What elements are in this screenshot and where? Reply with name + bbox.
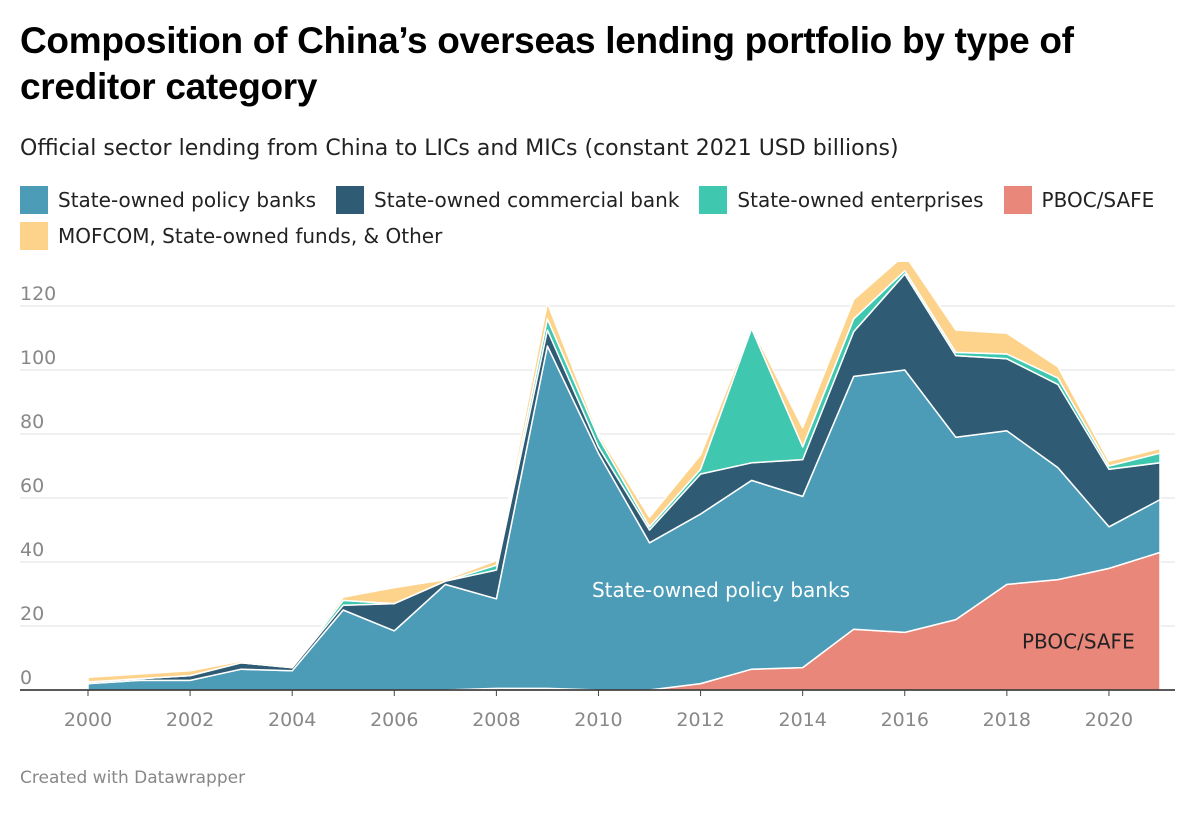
- stacked-area-chart: 0 20 40 60 80 100 120 2000 2002 2004 2006 2008 2010 2…: [20, 262, 1175, 731]
- y-tick-label: 40: [20, 539, 44, 561]
- legend-item-state-owned-enterprises: State-owned enterprises: [699, 186, 984, 214]
- legend-item-pboc-safe: PBOC/SAFE: [1003, 186, 1155, 214]
- annotation-pboc-safe: PBOC/SAFE: [1022, 629, 1135, 653]
- annotations: State-owned policy banks PBOC/SAFE: [592, 578, 1135, 653]
- area-mofcom-state-owned-funds-other: [87, 262, 1161, 683]
- legend-label: State-owned policy banks: [58, 188, 317, 212]
- area-series: [87, 262, 1161, 691]
- x-tick-label: 2008: [472, 709, 520, 731]
- y-tick-label: 100: [20, 347, 56, 369]
- legend-swatch: [1003, 186, 1032, 214]
- y-tick-label: 20: [20, 603, 44, 625]
- axes: 0 20 40 60 80 100 120 2000 2002 2004 2006 2008 2010 2…: [20, 283, 1175, 731]
- x-tick-label: 2004: [268, 709, 316, 731]
- x-tick-label: 2018: [983, 709, 1031, 731]
- x-tick-label: 2006: [370, 709, 418, 731]
- footer-credit: Created with Datawrapper: [20, 768, 246, 788]
- legend-item-state-owned-policy-banks: State-owned policy banks: [20, 186, 316, 214]
- x-tick-label: 2002: [166, 709, 214, 731]
- legend-swatch: [336, 186, 365, 214]
- legend-label: PBOC/SAFE: [1041, 188, 1155, 212]
- legend-swatch: [20, 186, 48, 214]
- x-tick-label: 2000: [64, 709, 112, 731]
- x-tick-label: 2014: [778, 709, 826, 731]
- legend: State-owned policy banks State-owned comm…: [20, 186, 1190, 250]
- y-tick-label: 80: [20, 411, 44, 433]
- legend-label: MOFCOM, State-owned funds, & Other: [58, 224, 443, 248]
- legend-item-mofcom-state-owned-funds-other: MOFCOM, State-owned funds, & Other: [20, 222, 442, 250]
- y-tick-label: 0: [20, 667, 32, 689]
- x-tick-label: 2010: [574, 709, 622, 731]
- legend-swatch: [20, 222, 48, 250]
- chart-subtitle: Official sector lending from China to LI…: [20, 136, 899, 161]
- legend-label: State-owned enterprises: [737, 188, 984, 212]
- legend-swatch: [699, 186, 728, 214]
- x-tick-label: 2020: [1085, 709, 1133, 731]
- legend-label: State-owned commercial bank: [374, 188, 680, 212]
- y-tick-label: 120: [20, 283, 56, 305]
- y-tick-label: 60: [20, 475, 44, 497]
- x-tick-label: 2012: [676, 709, 724, 731]
- x-tick-label: 2016: [881, 709, 929, 731]
- legend-item-state-owned-commercial-bank: State-owned commercial bank: [336, 186, 679, 214]
- annotation-state-owned-policy-banks: State-owned policy banks: [592, 578, 850, 602]
- chart-title: Composition of China’s overseas lending …: [20, 20, 1074, 107]
